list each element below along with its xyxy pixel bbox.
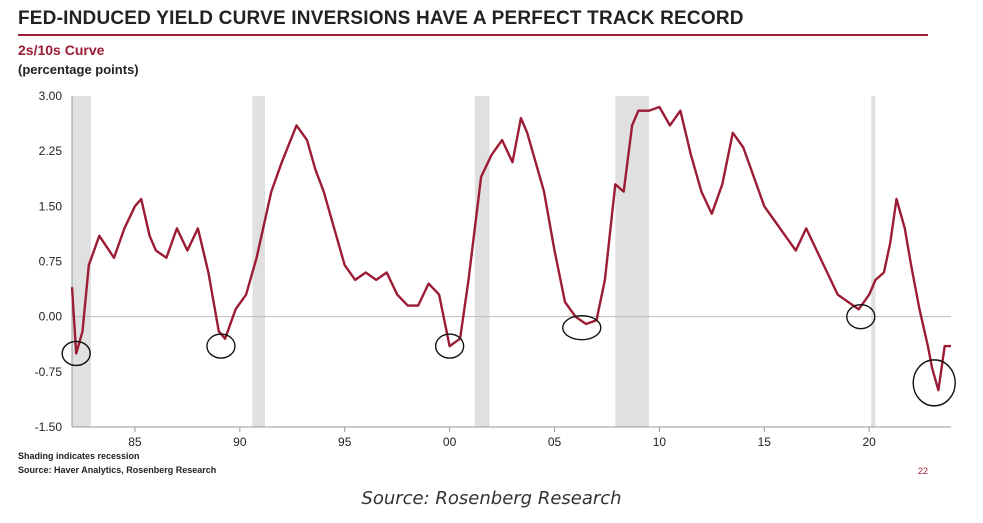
x-tick-label: 05 bbox=[548, 435, 562, 449]
inversion-circle bbox=[912, 359, 956, 407]
inversion-circle bbox=[61, 340, 91, 367]
recession-band bbox=[252, 96, 266, 427]
y-tick-label: -0.75 bbox=[35, 365, 63, 379]
curve-series-line bbox=[70, 105, 951, 392]
y-tick-label: 2.25 bbox=[39, 144, 63, 158]
inversion-circle bbox=[846, 303, 876, 330]
recession-note: Shading indicates recession bbox=[18, 451, 140, 461]
x-tick-label: 15 bbox=[758, 435, 772, 449]
recession-band bbox=[474, 96, 490, 427]
x-tick-label: 90 bbox=[233, 435, 247, 449]
y-tick-label: 0.75 bbox=[39, 255, 63, 269]
title-rule bbox=[18, 34, 928, 36]
inversion-circle bbox=[562, 315, 602, 341]
x-tick-label: 85 bbox=[128, 435, 142, 449]
y-tick-label: 0.00 bbox=[39, 310, 63, 324]
x-tick-label: 00 bbox=[443, 435, 457, 449]
inversion-circle bbox=[434, 333, 465, 359]
unit-label: (percentage points) bbox=[18, 62, 139, 77]
inversion-circle bbox=[206, 333, 236, 359]
chart-subtitle: 2s/10s Curve bbox=[18, 42, 105, 58]
y-tick-label: 3.00 bbox=[39, 89, 63, 103]
recession-band bbox=[615, 96, 649, 427]
source-line: Source: Haver Analytics, Rosenberg Resea… bbox=[18, 465, 217, 475]
x-tick-label: 95 bbox=[338, 435, 352, 449]
chart-title: FED-INDUCED YIELD CURVE INVERSIONS HAVE … bbox=[18, 8, 744, 29]
recession-band bbox=[871, 96, 876, 427]
x-tick-label: 10 bbox=[653, 435, 667, 449]
page-number: 22 bbox=[918, 466, 929, 476]
y-tick-label: 1.50 bbox=[39, 199, 63, 213]
y-tick-label: -1.50 bbox=[35, 420, 63, 434]
x-tick-label: 20 bbox=[863, 435, 877, 449]
recession-band bbox=[72, 96, 91, 427]
source-caption: Source: Rosenberg Research bbox=[361, 488, 622, 509]
